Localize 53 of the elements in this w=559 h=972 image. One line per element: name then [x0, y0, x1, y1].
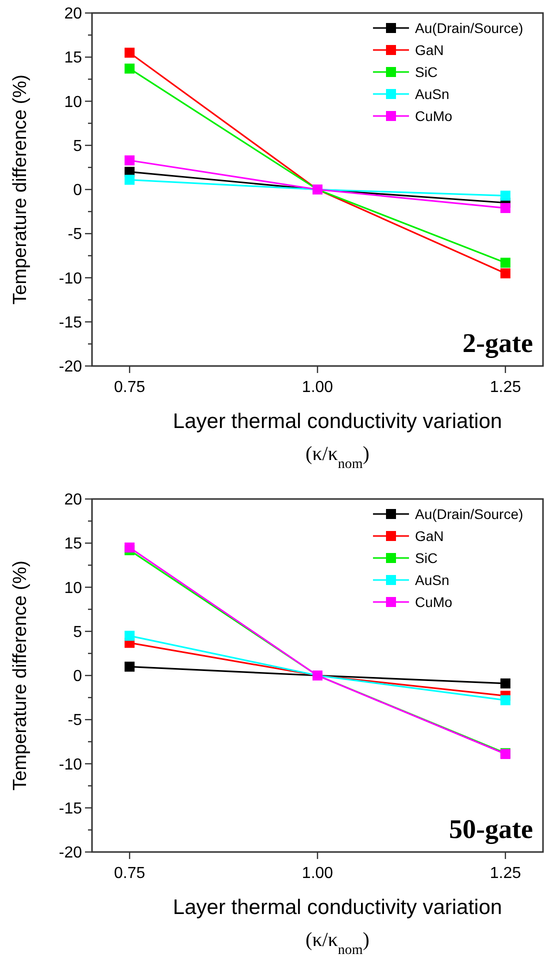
point — [124, 542, 135, 553]
legend-label: GaN — [415, 528, 444, 544]
point — [500, 190, 510, 201]
y-tick-label: -20 — [58, 358, 82, 376]
y-axis-title: Temperature difference (%) — [10, 560, 31, 790]
legend-label: SiC — [415, 64, 438, 80]
x-tick-label: 0.75 — [114, 865, 146, 882]
legend-label: AuSn — [415, 86, 450, 102]
y-tick-label: 0 — [73, 668, 82, 686]
legend-label: CuMo — [415, 108, 453, 124]
legend-label: Au(Drain/Source) — [415, 506, 524, 522]
point — [124, 155, 135, 166]
legend-label: SiC — [415, 550, 438, 566]
y-tick-label: 5 — [73, 624, 82, 641]
y-tick-label: -10 — [58, 270, 82, 288]
x-tick-label: 0.75 — [114, 379, 146, 396]
y-tick-label: 15 — [64, 50, 82, 67]
point — [500, 258, 510, 268]
y-tick-label: 20 — [64, 6, 82, 23]
y-tick-label: -5 — [68, 226, 82, 244]
x-tick-label: 1.25 — [490, 865, 522, 882]
y-tick-label: 5 — [73, 138, 82, 155]
y-tick-label: -15 — [58, 314, 82, 332]
x-tick-label: 1.25 — [490, 379, 522, 396]
legend-label: Au(Drain/Source) — [415, 20, 524, 36]
x-axis-title: Layer thermal conductivity variation (κ/κ$_{nom}$) — [172, 410, 502, 472]
legend-label: GaN — [415, 42, 444, 58]
y-tick-label: 15 — [64, 536, 82, 553]
y-tick-label: 10 — [64, 580, 82, 597]
point — [500, 695, 510, 706]
annotation: 2-gate — [462, 328, 534, 358]
x-axis-title: Layer thermal conductivity variation (κ/κ$_{nom}$) — [172, 896, 502, 958]
y-tick-label: 20 — [64, 492, 82, 509]
y-tick-label: -10 — [58, 756, 82, 774]
x-tick-label: 1.00 — [302, 379, 334, 396]
legend-label: CuMo — [415, 594, 453, 610]
point — [500, 203, 510, 214]
y-tick-label: -20 — [58, 844, 82, 862]
y-tick-label: -5 — [68, 712, 82, 730]
y-tick-label: 0 — [73, 182, 82, 200]
point — [500, 268, 510, 278]
y-tick-label: -15 — [58, 800, 82, 818]
point — [124, 662, 135, 672]
annotation: 50-gate — [449, 814, 534, 844]
y-axis-title: Temperature difference (%) — [10, 74, 31, 304]
legend-label: AuSn — [415, 572, 450, 588]
point — [124, 630, 135, 641]
point — [124, 174, 135, 185]
point — [500, 678, 510, 688]
x-tick-label: 1.00 — [302, 865, 334, 882]
y-tick-label: 10 — [64, 94, 82, 111]
point — [124, 64, 135, 74]
point — [124, 48, 135, 58]
